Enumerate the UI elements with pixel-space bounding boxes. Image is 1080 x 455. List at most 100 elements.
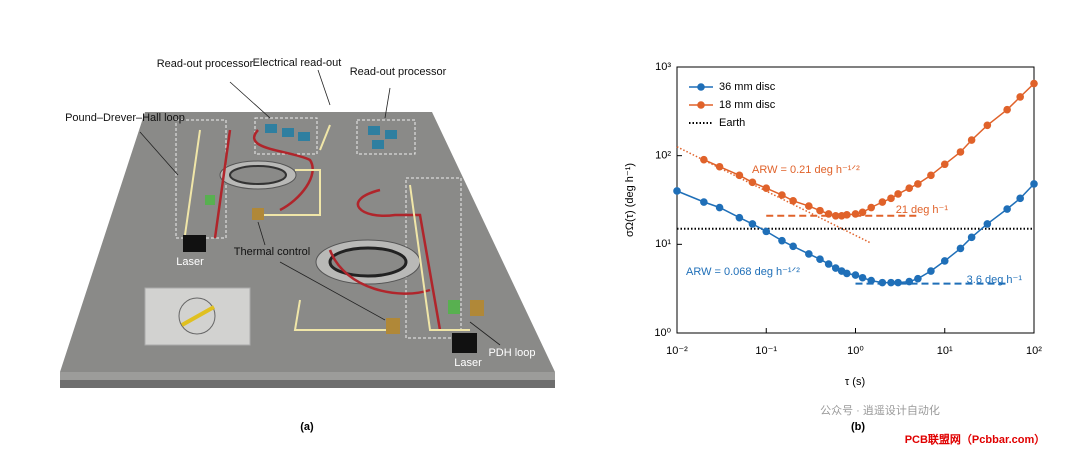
board-edge <box>60 372 555 380</box>
electrodes <box>184 124 470 331</box>
label: Read-out processor <box>157 58 254 70</box>
watermark: 公众号 · 逍遥设计自动化 <box>820 403 940 417</box>
data-point <box>715 162 724 171</box>
panel-b: (b) τ (s) σΩ(τ) (deg h⁻¹) 10⁻² 10⁻¹ 10⁰ 10¹… <box>624 61 1042 433</box>
data-point <box>805 202 813 210</box>
data-point <box>1003 205 1011 213</box>
data-point <box>967 233 976 242</box>
label: Laser <box>454 357 482 369</box>
data-point <box>824 260 833 268</box>
panel-a: Read-out processor Electrical read-out R… <box>60 57 555 433</box>
data-point <box>748 220 757 228</box>
data-point <box>927 267 935 275</box>
label: Laser <box>176 256 204 268</box>
board <box>60 112 555 372</box>
data-point <box>778 236 786 245</box>
heater <box>386 318 400 334</box>
data-point <box>700 198 708 206</box>
data-point <box>858 208 867 217</box>
data-point <box>867 203 876 212</box>
data-point <box>762 184 771 192</box>
data-point <box>956 244 965 253</box>
data-point <box>867 276 876 285</box>
data-point <box>894 190 902 198</box>
data-point <box>983 121 992 130</box>
x-tick-label: 10¹ <box>937 345 953 357</box>
data-point <box>878 198 887 206</box>
data-point <box>1016 93 1024 101</box>
annotation: ARW = 0.068 deg h⁻¹ᐟ² <box>686 266 800 278</box>
data-point <box>824 210 833 218</box>
heater <box>252 208 264 220</box>
data-point <box>748 178 757 187</box>
waveguides <box>213 129 442 331</box>
data-point <box>843 211 851 219</box>
data-point <box>673 187 681 195</box>
legend-label: Earth <box>719 117 745 129</box>
modulator <box>205 195 215 205</box>
data-point <box>831 211 840 220</box>
board-edge <box>60 378 555 388</box>
data-point <box>851 271 860 279</box>
data-point <box>843 269 851 278</box>
label: PDH loop <box>488 347 535 359</box>
x-axis-label: τ (s) <box>845 376 865 388</box>
x-tick-label: 10⁻² <box>666 345 688 357</box>
x-tick-label: 10⁰ <box>847 345 864 357</box>
laser-chip <box>452 333 477 353</box>
data-point <box>927 171 935 180</box>
laser-chip <box>183 235 206 252</box>
data-point <box>887 194 895 203</box>
data-point <box>789 242 797 251</box>
data-point <box>878 278 887 287</box>
data-point <box>735 171 744 180</box>
data-point <box>905 184 914 192</box>
data-point <box>940 257 949 265</box>
data-point <box>983 220 992 228</box>
data-point <box>789 196 797 205</box>
inset-bar <box>181 305 215 327</box>
legend-marker <box>697 83 705 91</box>
watermark: PCB联盟网（Pcbbar.com） <box>905 432 1046 446</box>
legend-label: 18 mm disc <box>719 99 776 111</box>
data-point <box>735 213 744 222</box>
data-point <box>1030 180 1038 188</box>
data-point <box>887 278 895 287</box>
legend-label: 36 mm disc <box>719 81 776 93</box>
data-point <box>905 277 914 286</box>
data-point <box>914 180 922 188</box>
data-point <box>1003 105 1011 114</box>
data-point <box>858 273 867 282</box>
processor-box <box>356 119 416 155</box>
data-point <box>816 255 824 263</box>
y-tick-label: 10² <box>655 150 671 162</box>
ring-resonator <box>229 165 287 185</box>
annotation: 21 deg h⁻¹ <box>896 204 949 216</box>
data-point <box>715 203 724 212</box>
leader-lines <box>139 69 501 346</box>
data-point <box>816 206 824 215</box>
panel-label: (b) <box>851 421 865 433</box>
data-point <box>700 155 708 164</box>
y-tick-label: 10⁰ <box>654 327 671 339</box>
label: Thermal control <box>234 246 310 258</box>
diagram-labels: Read-out processor Electrical read-out R… <box>65 57 535 369</box>
data-point <box>831 264 840 272</box>
data-point <box>762 227 771 236</box>
x-tick-label: 10² <box>1026 345 1042 357</box>
data-point <box>956 148 965 156</box>
y-tick-label: 10³ <box>655 61 671 73</box>
inset-gyro <box>178 297 216 335</box>
legend-marker <box>697 101 705 109</box>
data-point <box>940 160 949 169</box>
heater <box>470 300 484 316</box>
label: Electrical read-out <box>253 57 342 69</box>
label: Pound–Drever–Hall loop <box>65 112 185 124</box>
modulator <box>448 300 460 314</box>
data-point <box>778 191 786 199</box>
chips <box>265 124 397 149</box>
annotation: ARW = 0.21 deg h⁻¹ᐟ² <box>752 164 860 176</box>
data-point <box>967 136 976 144</box>
y-axis-label: σΩ(τ) (deg h⁻¹) <box>624 163 636 237</box>
